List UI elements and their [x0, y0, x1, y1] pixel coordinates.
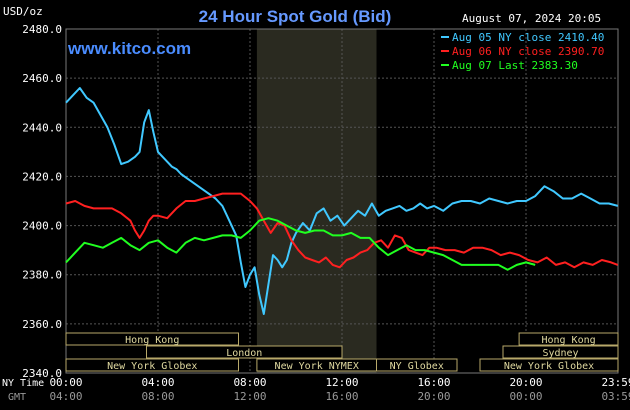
session-bar-label: New York NYMEX	[275, 361, 359, 372]
session-bar-box	[502, 345, 619, 359]
session-bar-label: New York Globex	[504, 361, 594, 372]
session-bar-label: NY Globex	[390, 361, 444, 372]
series-line	[65, 87, 619, 315]
chart-title: 24 Hour Spot Gold (Bid)	[199, 7, 392, 26]
y-tick-label: 2380.0	[22, 269, 62, 282]
session-bar: New York Globex	[479, 358, 619, 372]
session-bar: London	[146, 345, 343, 359]
legend-label: Aug 05 NY close 2410.40	[452, 31, 604, 44]
x-tick-label-ny: 00:00	[49, 376, 82, 389]
legend-item: Aug 06 NY close 2390.70	[441, 45, 604, 58]
series-lines	[65, 87, 619, 315]
y-tick-label: 2360.0	[22, 318, 62, 331]
y-axis-tick-labels: 2340.0 2360.0 2380.0 2400.0 2420.0 2440.0 2460…	[22, 23, 62, 380]
x-tick-label-ny: 23:59	[601, 376, 630, 389]
legend-label: Aug 06 NY close 2390.70	[452, 45, 604, 58]
watermark-link[interactable]: www.kitco.com	[67, 39, 191, 58]
y-tick-label: 2440.0	[22, 121, 62, 134]
session-bar-box	[65, 332, 239, 346]
y-tick-label: 2480.0	[22, 23, 62, 36]
x-tick-label-gmt: 04:00	[49, 390, 82, 403]
session-bar: Sydney	[502, 345, 619, 359]
y-tick-label: 2340.0	[22, 367, 62, 380]
timestamp: August 07, 2024 20:05	[462, 12, 601, 25]
x-tick-label-ny: 20:00	[509, 376, 542, 389]
session-bar-label: Hong Kong	[125, 335, 179, 346]
session-bar-label: Hong Kong	[541, 335, 595, 346]
x-tick-label-ny: 16:00	[417, 376, 450, 389]
x-tick-label-gmt: 08:00	[141, 390, 174, 403]
x-tick-label-gmt: 03:59	[601, 390, 630, 403]
session-bar-label: New York Globex	[107, 361, 197, 372]
series-line	[65, 217, 536, 271]
x-tick-label-ny: 12:00	[325, 376, 358, 389]
session-bar: Hong Kong	[65, 332, 239, 346]
session-bar-box	[479, 358, 619, 372]
y-tick-label: 2400.0	[22, 220, 62, 233]
x-axis-tick-labels: 00:0004:0008:0012:0016:0020:0023:5904:00…	[49, 376, 630, 403]
gmt-axis-label: GMT	[8, 392, 26, 403]
legend-label: Aug 07 Last 2383.30	[452, 59, 578, 72]
plot-frame	[65, 28, 619, 374]
y-axis-unit-label: USD/oz	[3, 5, 43, 18]
nymex-session-band	[256, 29, 377, 373]
series-line	[65, 192, 619, 269]
session-bar-box	[376, 358, 458, 372]
x-tick-label-ny: 04:00	[141, 376, 174, 389]
session-bar-label: London	[226, 348, 262, 359]
x-tick-label-gmt: 12:00	[233, 390, 266, 403]
session-bar: New York NYMEX	[256, 358, 377, 372]
legend-item: Aug 05 NY close 2410.40	[441, 31, 604, 44]
session-bar: Hong Kong	[518, 332, 619, 346]
ny-time-axis-label: NY Time	[2, 378, 44, 389]
grid-lines	[65, 28, 619, 374]
session-bar-box	[65, 358, 239, 372]
session-bar: New York Globex	[65, 358, 239, 372]
session-bar: NY Globex	[376, 358, 458, 372]
x-tick-label-gmt: 20:00	[417, 390, 450, 403]
session-bar-label: Sydney	[542, 348, 578, 359]
session-bar-box	[146, 345, 343, 359]
x-tick-label-gmt: 00:00	[509, 390, 542, 403]
x-tick-label-ny: 08:00	[233, 376, 266, 389]
legend-item: Aug 07 Last 2383.30	[441, 59, 578, 72]
session-bar-box	[518, 332, 619, 346]
y-tick-label: 2420.0	[22, 170, 62, 183]
y-tick-label: 2460.0	[22, 72, 62, 85]
session-bars: Hong Kong Hong Kong London Sydney New York G…	[65, 332, 619, 372]
x-tick-label-gmt: 16:00	[325, 390, 358, 403]
